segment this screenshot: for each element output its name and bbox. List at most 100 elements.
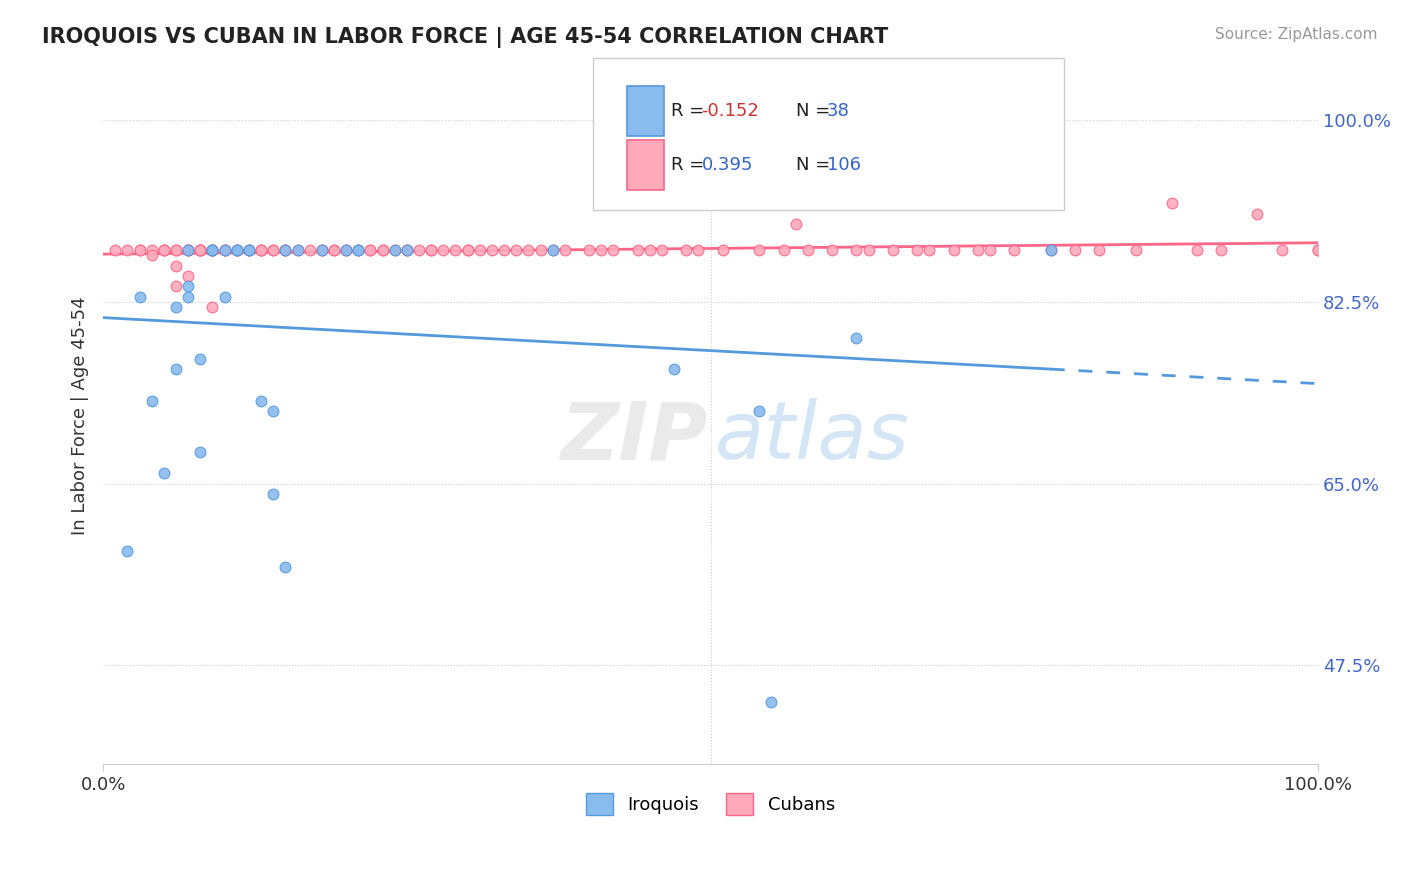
Point [602, 243, 624, 257]
Text: ZIP: ZIP [560, 398, 707, 476]
Point [177, 243, 200, 257]
Point [481, 243, 503, 257]
Point [711, 243, 734, 257]
Point [408, 243, 430, 257]
Point [1209, 243, 1232, 257]
Point [384, 243, 406, 257]
Point [1271, 243, 1294, 257]
Point [638, 243, 661, 257]
Text: N =: N = [796, 156, 835, 174]
Text: 106: 106 [827, 156, 860, 174]
Point [128, 243, 150, 257]
Point [298, 243, 321, 257]
Point [845, 331, 868, 345]
Point [323, 243, 346, 257]
Point [165, 243, 187, 257]
Point [554, 243, 576, 257]
Point [177, 243, 200, 257]
Point [578, 243, 600, 257]
Point [905, 243, 928, 257]
Point [188, 445, 211, 459]
Text: atlas: atlas [714, 398, 910, 476]
Text: N =: N = [796, 102, 835, 120]
Point [177, 290, 200, 304]
Point [918, 243, 941, 257]
Point [395, 243, 418, 257]
Point [188, 243, 211, 257]
Point [225, 243, 247, 257]
Point [250, 393, 273, 408]
Point [274, 243, 297, 257]
Point [675, 243, 697, 257]
Text: -0.152: -0.152 [702, 102, 759, 120]
Point [250, 243, 273, 257]
Point [177, 268, 200, 283]
Point [117, 243, 139, 257]
Point [311, 243, 333, 257]
Point [141, 393, 163, 408]
Point [188, 243, 211, 257]
Point [347, 243, 370, 257]
Point [664, 362, 686, 376]
Point [262, 243, 284, 257]
Point [117, 544, 139, 558]
Point [821, 243, 844, 257]
Point [979, 243, 1001, 257]
Point [274, 559, 297, 574]
Point [262, 404, 284, 418]
Y-axis label: In Labor Force | Age 45-54: In Labor Force | Age 45-54 [72, 297, 89, 535]
Point [1002, 243, 1025, 257]
Point [165, 279, 187, 293]
Point [201, 243, 224, 257]
Text: 0.395: 0.395 [702, 156, 754, 174]
Point [165, 243, 187, 257]
Point [104, 243, 127, 257]
Point [214, 243, 236, 257]
Point [274, 243, 297, 257]
Point [1064, 243, 1087, 257]
Point [420, 243, 443, 257]
Point [541, 243, 564, 257]
Point [262, 487, 284, 501]
Legend: Iroquois, Cubans: Iroquois, Cubans [576, 784, 844, 824]
Text: IROQUOIS VS CUBAN IN LABOR FORCE | AGE 45-54 CORRELATION CHART: IROQUOIS VS CUBAN IN LABOR FORCE | AGE 4… [42, 27, 889, 48]
Point [128, 290, 150, 304]
Point [748, 243, 770, 257]
Point [457, 243, 479, 257]
Point [395, 243, 418, 257]
Point [432, 243, 454, 257]
Point [468, 243, 491, 257]
Point [238, 243, 260, 257]
Point [153, 243, 176, 257]
Point [882, 243, 904, 257]
Point [274, 243, 297, 257]
Point [165, 362, 187, 376]
Point [128, 243, 150, 257]
Point [201, 243, 224, 257]
Point [761, 694, 783, 708]
Point [384, 243, 406, 257]
Point [201, 243, 224, 257]
Point [238, 243, 260, 257]
Point [177, 243, 200, 257]
Point [214, 243, 236, 257]
Point [188, 352, 211, 367]
Point [153, 467, 176, 481]
Point [238, 243, 260, 257]
Point [214, 290, 236, 304]
Point [627, 243, 650, 257]
Point [214, 243, 236, 257]
Point [1161, 196, 1184, 211]
Point [347, 243, 370, 257]
Point [225, 243, 247, 257]
Point [845, 243, 868, 257]
Point [772, 243, 794, 257]
Text: 38: 38 [827, 102, 849, 120]
Point [165, 300, 187, 314]
Point [541, 243, 564, 257]
Point [287, 243, 309, 257]
Point [1039, 243, 1062, 257]
Point [529, 243, 551, 257]
Point [335, 243, 357, 257]
Text: Source: ZipAtlas.com: Source: ZipAtlas.com [1215, 27, 1378, 42]
